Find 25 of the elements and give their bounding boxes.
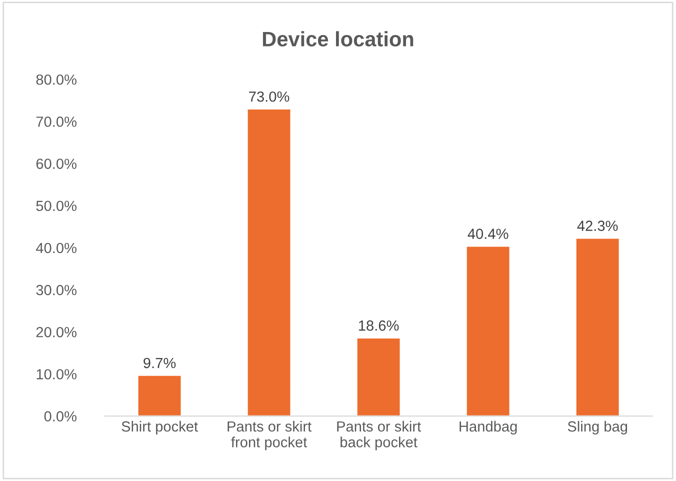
bar bbox=[465, 245, 511, 416]
y-tick-label: 30.0% bbox=[36, 284, 76, 296]
x-tick-label: Shirt pocket bbox=[122, 420, 198, 435]
y-tick-label: 40.0% bbox=[36, 242, 76, 254]
y-tick-label: 50.0% bbox=[36, 200, 76, 212]
data-label: 40.4% bbox=[468, 228, 508, 239]
y-tick-label: 20.0% bbox=[36, 326, 76, 338]
y-tick-label: 10.0% bbox=[36, 369, 76, 380]
y-tick-label: 80.0% bbox=[36, 74, 76, 85]
data-label: 9.7% bbox=[144, 358, 176, 368]
x-tick-label: Pants or skirt back pocket bbox=[337, 420, 421, 450]
chart-title: Device location bbox=[262, 31, 414, 46]
x-tick-label: Handbag bbox=[460, 420, 517, 435]
y-tick-label: 0.0% bbox=[44, 411, 76, 422]
bar bbox=[356, 337, 402, 416]
data-label: 18.6% bbox=[359, 320, 399, 331]
bar bbox=[136, 374, 182, 416]
y-tick-label: 60.0% bbox=[36, 158, 76, 169]
y-tick-label: 70.0% bbox=[36, 116, 76, 127]
bar bbox=[246, 108, 292, 416]
data-label: 73.0% bbox=[249, 91, 290, 102]
bar bbox=[574, 237, 620, 416]
x-tick-label: Sling bag bbox=[568, 420, 628, 435]
data-label: 42.3% bbox=[577, 220, 618, 231]
x-tick-label: Pants or skirt front pocket bbox=[228, 420, 312, 450]
